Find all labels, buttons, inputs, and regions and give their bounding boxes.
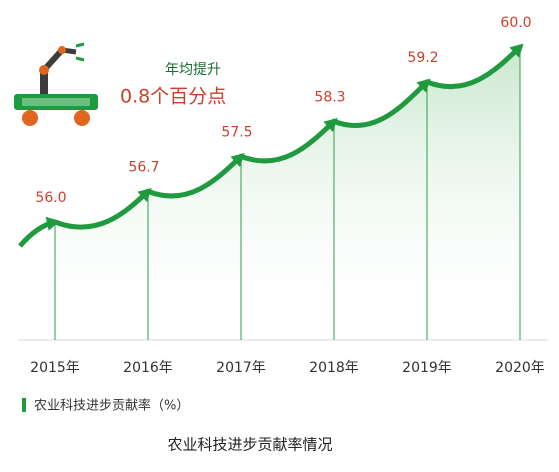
value-label: 60.0: [500, 15, 531, 31]
annotation: 0.8个百分点: [120, 86, 226, 108]
x-tick-label: 2019年: [402, 360, 452, 376]
robot-icon: [14, 42, 98, 126]
legend-label: 农业科技进步贡献率（%）: [34, 398, 189, 414]
arrow-head: [323, 117, 338, 132]
arrow-head: [509, 43, 524, 58]
legend-swatch: [22, 398, 26, 412]
line: [52, 44, 523, 230]
area: [55, 47, 520, 340]
x-tick-label: 2020年: [495, 360, 545, 376]
chart-title: 农业科技进步贡献率情况: [167, 436, 332, 454]
x-tick-label: 2018年: [309, 360, 359, 376]
value-label: 56.0: [35, 190, 66, 206]
value-label: 57.5: [221, 124, 252, 140]
arrow-head: [230, 152, 245, 167]
x-tick-label: 2015年: [30, 360, 80, 376]
arrow-head: [137, 187, 152, 202]
value-label: 58.3: [314, 89, 345, 105]
arrow-head: [416, 78, 431, 93]
annotation: 年均提升: [165, 62, 221, 78]
x-tick-label: 2016年: [123, 360, 173, 376]
value-label: 59.2: [407, 50, 438, 66]
x-tick-label: 2017年: [216, 360, 266, 376]
arrow-head: [45, 216, 60, 231]
value-label: 56.7: [128, 159, 159, 175]
